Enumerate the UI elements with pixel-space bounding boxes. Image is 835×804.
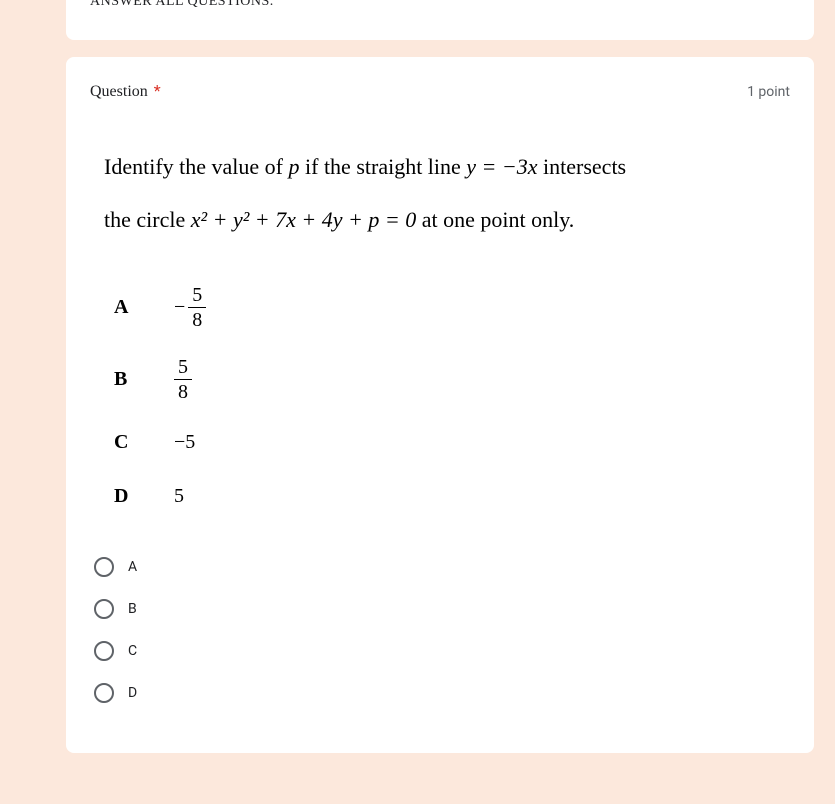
question-card: Question * 1 point Identify the value of…: [66, 57, 814, 753]
radio-option-b[interactable]: B: [94, 599, 790, 619]
question-header: Question * 1 point: [90, 81, 790, 101]
q-text: if the straight line: [300, 154, 467, 179]
required-asterisk: *: [154, 81, 161, 100]
question-line-2: the circle x² + y² + 7x + 4y + p = 0 at …: [104, 194, 790, 247]
radio-label-d: D: [128, 685, 137, 701]
answer-value-b: 5 8: [174, 357, 192, 402]
q-text: the circle: [104, 207, 191, 232]
fraction-den: 8: [174, 379, 192, 402]
answer-label-d: D: [114, 485, 174, 508]
answer-row-c: C −5: [114, 421, 790, 465]
instruction-card: ANSWER ALL QUESTIONS.: [66, 0, 814, 40]
fraction-b: 5 8: [174, 357, 192, 402]
answer-row-a: A − 5 8: [114, 277, 790, 339]
answer-table: A − 5 8 B 5 8 C −5: [114, 277, 790, 519]
answer-label-a: A: [114, 296, 174, 319]
q-text: Identify the value of: [104, 154, 289, 179]
fraction-num: 5: [174, 357, 192, 379]
answer-value-a: − 5 8: [174, 285, 206, 330]
answer-value-c: −5: [174, 431, 195, 454]
q-eq-circle: x² + y² + 7x + 4y + p = 0: [191, 207, 416, 232]
radio-option-c[interactable]: C: [94, 641, 790, 661]
question-title-wrap: Question *: [90, 81, 161, 101]
radio-option-a[interactable]: A: [94, 557, 790, 577]
answer-label-b: B: [114, 368, 174, 391]
radio-circle-icon: [94, 641, 114, 661]
fraction-num: 5: [188, 285, 206, 307]
q-text: intersects: [538, 154, 627, 179]
q-eq-line: y = −3x: [466, 154, 537, 179]
answer-row-b: B 5 8: [114, 349, 790, 411]
neg-sign: −: [174, 296, 185, 319]
answer-value-d: 5: [174, 485, 184, 508]
question-body: Identify the value of p if the straight …: [104, 141, 790, 247]
q-text: at one point only.: [416, 207, 574, 232]
radio-circle-icon: [94, 557, 114, 577]
question-line-1: Identify the value of p if the straight …: [104, 141, 790, 194]
radio-label-b: B: [128, 601, 137, 617]
question-title: Question: [90, 83, 148, 100]
fraction-den: 8: [188, 307, 206, 330]
radio-circle-icon: [94, 599, 114, 619]
radio-group: A B C D: [94, 557, 790, 703]
answer-row-d: D 5: [114, 475, 790, 519]
radio-label-a: A: [128, 559, 137, 575]
fraction-a: 5 8: [188, 285, 206, 330]
radio-option-d[interactable]: D: [94, 683, 790, 703]
radio-circle-icon: [94, 683, 114, 703]
radio-label-c: C: [128, 643, 137, 659]
points-label: 1 point: [747, 84, 790, 100]
answer-label-c: C: [114, 431, 174, 454]
instruction-text: ANSWER ALL QUESTIONS.: [90, 0, 790, 10]
q-var-p: p: [289, 154, 300, 179]
